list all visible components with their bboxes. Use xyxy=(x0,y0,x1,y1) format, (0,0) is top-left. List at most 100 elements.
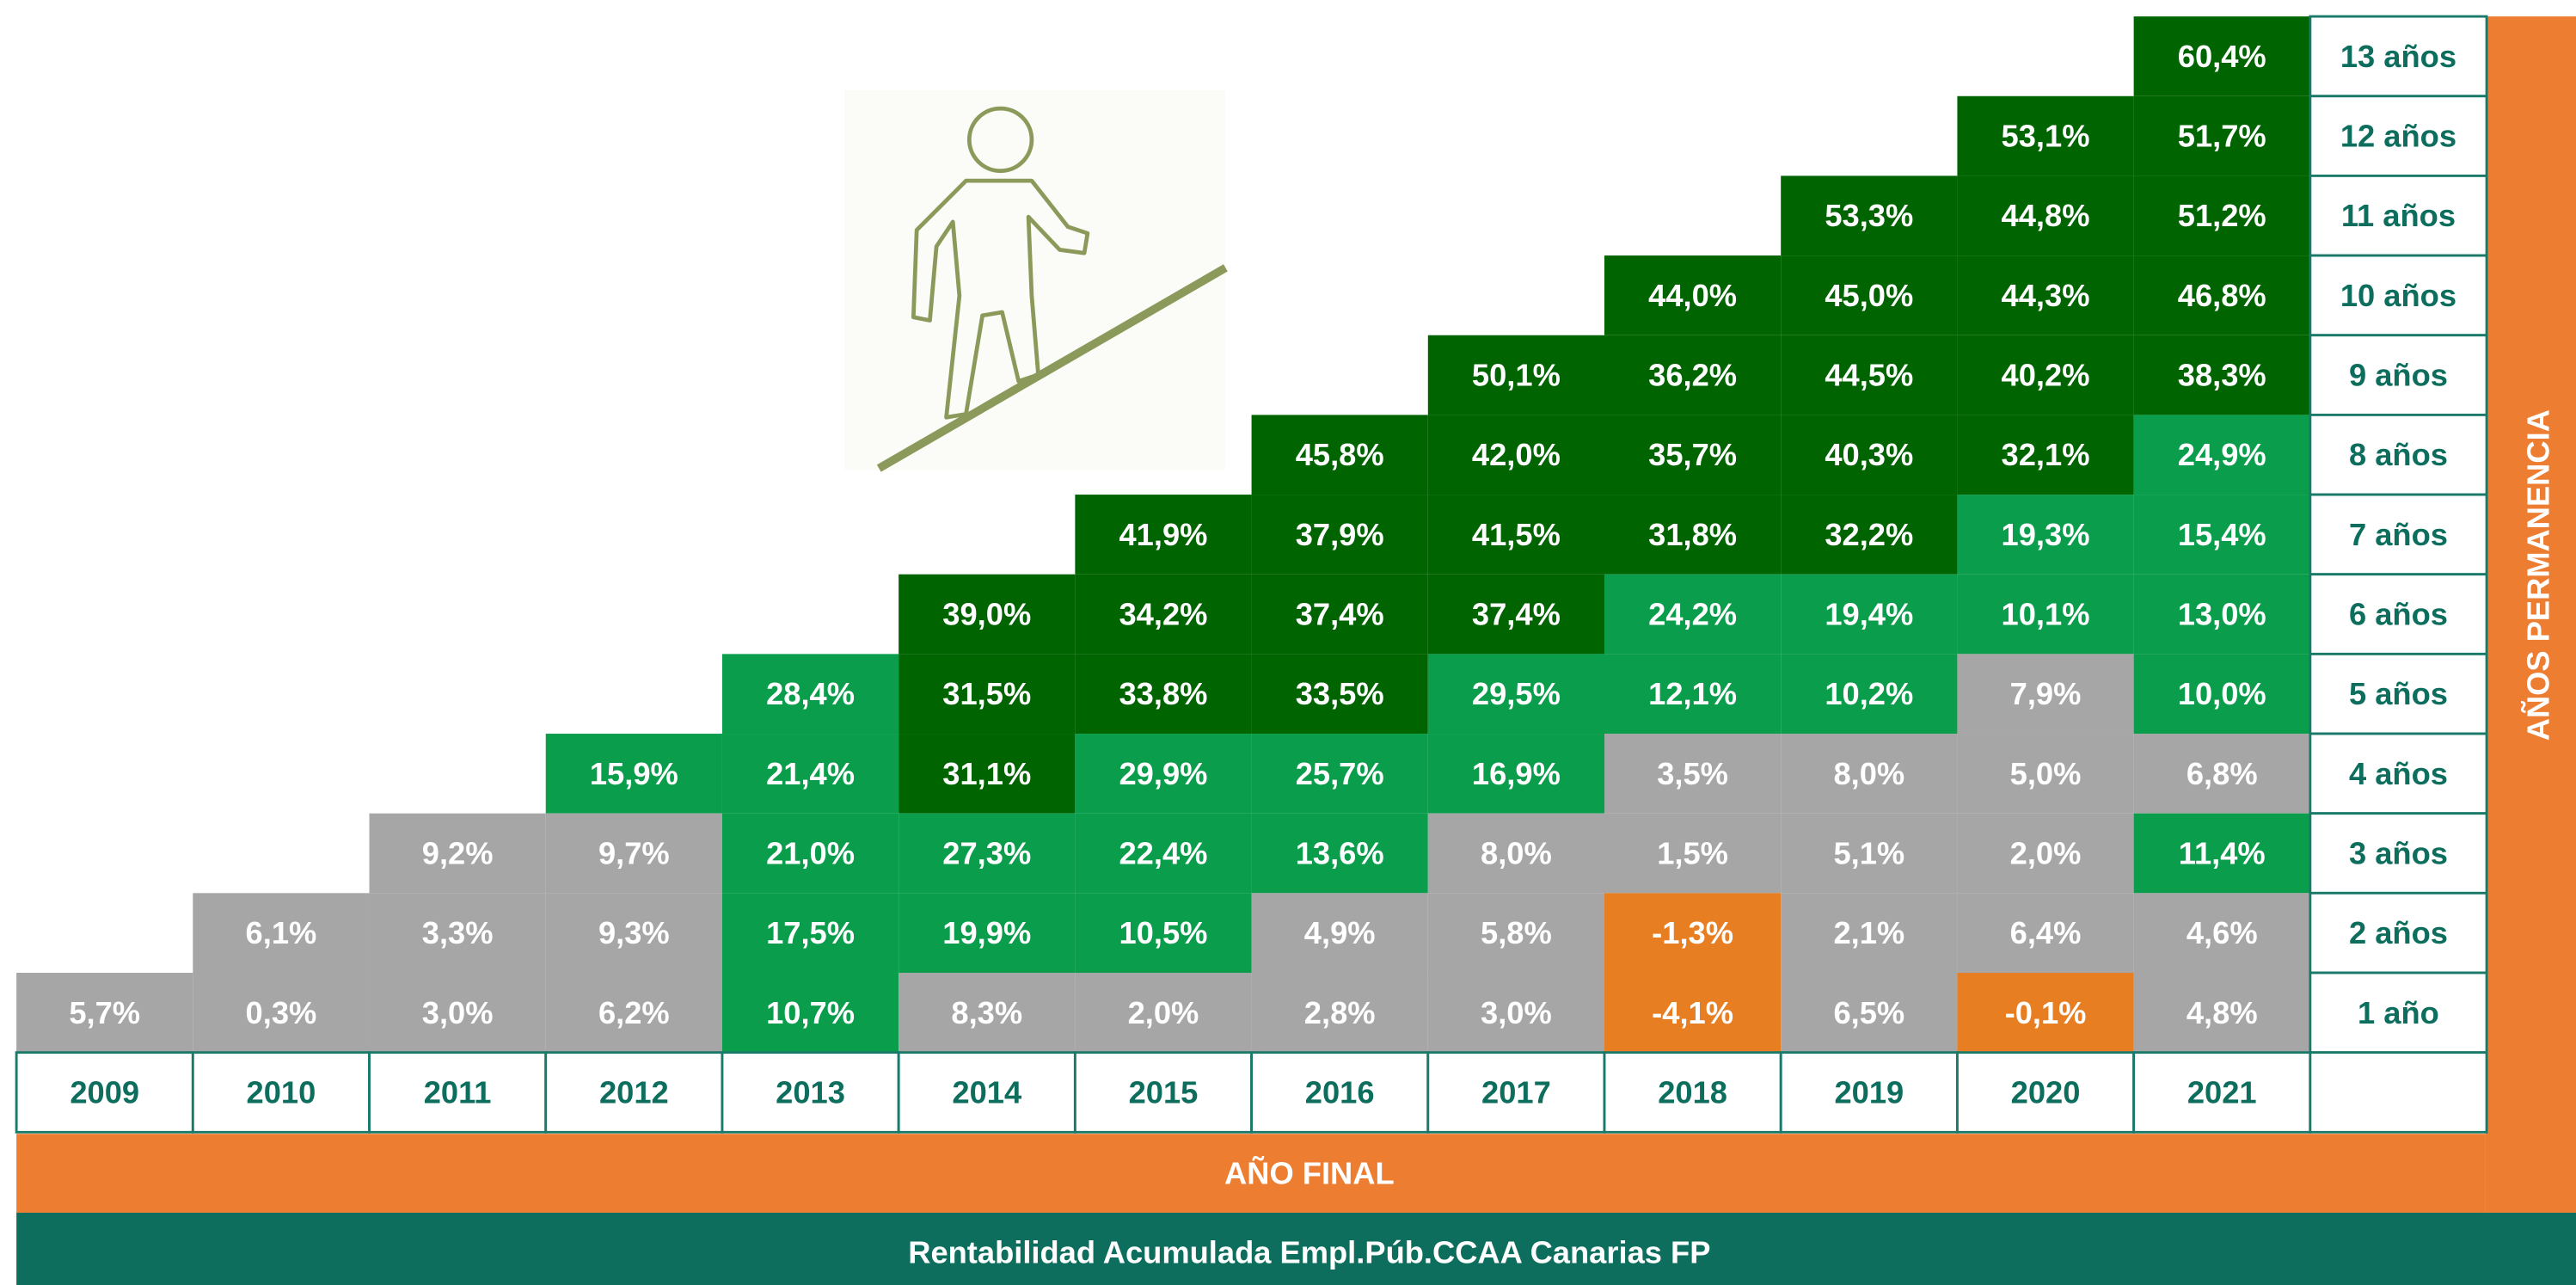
cell-value: 2,8% xyxy=(1304,995,1376,1030)
cell-value: 37,4% xyxy=(1472,597,1561,632)
cell-value: 13,0% xyxy=(2178,597,2266,632)
cell-value: 45,8% xyxy=(1296,437,1384,472)
cell xyxy=(369,973,546,1053)
column-header: 2013 xyxy=(776,1074,845,1110)
cell-value: 35,7% xyxy=(1648,437,1737,472)
cell xyxy=(193,893,370,974)
column-header-cell xyxy=(368,1051,548,1134)
cell xyxy=(1427,813,1605,894)
cell-value: 4,8% xyxy=(2187,995,2258,1030)
cell xyxy=(1251,654,1428,735)
cell xyxy=(721,893,899,974)
row-label: 11 años xyxy=(2341,198,2456,233)
cell xyxy=(1251,893,1428,974)
row-label-cell xyxy=(2309,334,2488,416)
cell-value: 8,0% xyxy=(1481,836,1552,871)
column-header-cell xyxy=(2132,1051,2312,1134)
row-label-cell xyxy=(2309,15,2488,98)
y-axis-band xyxy=(2485,16,2576,1213)
column-header-cell xyxy=(1603,1051,1782,1134)
cell-value: 16,9% xyxy=(1472,756,1561,791)
cell-value: 53,3% xyxy=(1825,198,1913,233)
cell xyxy=(1604,734,1782,814)
cell xyxy=(1427,734,1605,814)
cell-value: 28,4% xyxy=(766,676,855,711)
corner-cell xyxy=(2309,1051,2488,1134)
cell xyxy=(1251,813,1428,894)
cell-value: 51,2% xyxy=(2178,198,2266,233)
cell xyxy=(1957,255,2134,335)
cell xyxy=(1604,973,1782,1053)
x-axis-label: AÑO FINAL xyxy=(1224,1155,1395,1191)
cell-value: 8,0% xyxy=(1833,756,1904,791)
cell xyxy=(545,734,722,814)
cell xyxy=(545,813,722,894)
cell xyxy=(899,813,1076,894)
cell xyxy=(1427,335,1605,415)
cell xyxy=(1957,175,2134,256)
cell xyxy=(16,973,193,1053)
title-band xyxy=(16,1212,2576,1285)
row-label: 7 años xyxy=(2349,517,2448,552)
column-header: 2019 xyxy=(1834,1074,1904,1110)
row-label: 5 años xyxy=(2349,676,2448,711)
cell-value: 45,0% xyxy=(1825,278,1913,313)
cell-value: 32,2% xyxy=(1825,517,1913,552)
cell xyxy=(899,973,1076,1053)
cell-value: 4,6% xyxy=(2187,915,2258,950)
row-label-cell xyxy=(2309,971,2488,1054)
y-axis-label: AÑOS PERMANENCIA xyxy=(2520,409,2556,741)
cell xyxy=(1604,813,1782,894)
cell-value: 25,7% xyxy=(1296,756,1384,791)
cell xyxy=(1781,734,1958,814)
cell-value: 19,9% xyxy=(942,915,1031,950)
cell xyxy=(2133,734,2310,814)
cell-value: 27,3% xyxy=(942,836,1031,871)
cell xyxy=(1075,813,1252,894)
row-label: 13 años xyxy=(2340,39,2456,74)
row-label-cell xyxy=(2309,891,2488,975)
column-header: 2018 xyxy=(1658,1074,1727,1110)
cell-value: 3,5% xyxy=(1657,756,1728,791)
cell-value: 0,3% xyxy=(246,995,317,1030)
cell-value: 5,0% xyxy=(2010,756,2082,791)
row-label: 8 años xyxy=(2349,437,2448,472)
row-label-cell xyxy=(2309,652,2488,735)
cell-value: -1,3% xyxy=(1652,915,1733,950)
cell xyxy=(1251,415,1428,495)
cell xyxy=(1075,654,1252,735)
cell xyxy=(2133,654,2310,735)
column-header-cell xyxy=(1779,1051,1959,1134)
cell-value: 24,9% xyxy=(2178,437,2266,472)
cell xyxy=(721,813,899,894)
cell-value: 19,3% xyxy=(2002,517,2090,552)
cell-value: 36,2% xyxy=(1648,358,1737,393)
cell-value: 41,5% xyxy=(1472,517,1561,552)
cell-value: 15,4% xyxy=(2178,517,2266,552)
cell-value: 40,2% xyxy=(2002,358,2090,393)
cell-value: 51,7% xyxy=(2178,119,2266,154)
cell-value: -0,1% xyxy=(2005,995,2087,1030)
cell xyxy=(1781,574,1958,655)
cell-value: 19,4% xyxy=(1825,597,1913,632)
column-header-cell xyxy=(191,1051,371,1134)
cell xyxy=(2133,495,2310,575)
cell xyxy=(1957,415,2134,495)
title: Rentabilidad Acumulada Empl.Púb.CCAA Can… xyxy=(908,1234,1710,1270)
cell xyxy=(1075,495,1252,575)
cell xyxy=(1427,654,1605,735)
cell xyxy=(1604,255,1782,335)
column-header: 2016 xyxy=(1305,1074,1375,1110)
cell xyxy=(1781,255,1958,335)
row-label-cell xyxy=(2309,174,2488,257)
column-header-cell xyxy=(15,1051,194,1134)
cell-value: 22,4% xyxy=(1119,836,1208,871)
cell xyxy=(2133,893,2310,974)
column-header-cell xyxy=(1250,1051,1430,1134)
cell xyxy=(1075,893,1252,974)
cell-value: 44,5% xyxy=(1825,358,1913,393)
cell xyxy=(899,574,1076,655)
cell xyxy=(1251,574,1428,655)
